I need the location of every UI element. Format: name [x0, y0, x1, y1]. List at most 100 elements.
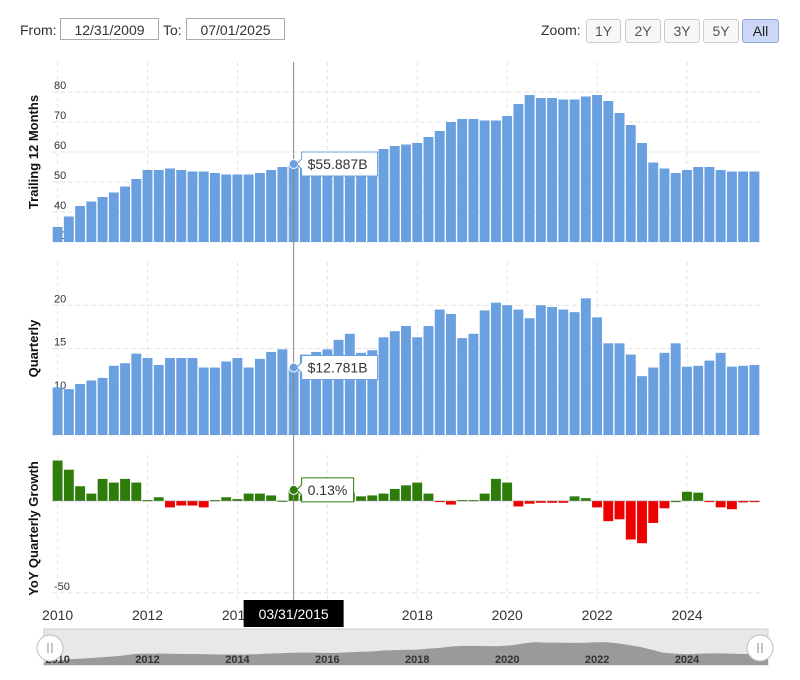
quarterly-bar[interactable]: [693, 365, 704, 435]
quarterly-bar[interactable]: [254, 358, 265, 435]
growth-bar[interactable]: [232, 499, 243, 501]
growth-bar[interactable]: [592, 500, 602, 508]
ttm-bar[interactable]: [131, 179, 142, 242]
growth-bar[interactable]: [625, 500, 636, 540]
quarterly-bar[interactable]: [266, 351, 277, 435]
growth-bar[interactable]: [524, 500, 535, 504]
ttm-bar[interactable]: [322, 164, 333, 242]
ttm-bar[interactable]: [637, 143, 647, 242]
growth-bar[interactable]: [749, 500, 760, 503]
ttm-bar[interactable]: [198, 171, 209, 243]
growth-bar[interactable]: [513, 500, 524, 507]
quarterly-bar[interactable]: [614, 343, 625, 435]
ttm-bar[interactable]: [738, 171, 749, 243]
ttm-bar[interactable]: [468, 119, 479, 242]
ttm-bar[interactable]: [513, 104, 524, 242]
growth-bar[interactable]: [434, 500, 445, 503]
quarterly-bar[interactable]: [637, 376, 647, 435]
quarterly-bar[interactable]: [704, 360, 715, 435]
ttm-bar[interactable]: [547, 98, 558, 242]
quarterly-bar[interactable]: [187, 358, 198, 435]
growth-bar[interactable]: [648, 500, 659, 523]
ttm-bar[interactable]: [243, 174, 254, 243]
ttm-bar[interactable]: [356, 156, 366, 243]
ttm-bar[interactable]: [299, 162, 310, 243]
zoom-1y-button[interactable]: 1Y: [586, 19, 621, 43]
growth-bar[interactable]: [670, 500, 681, 503]
ttm-bar[interactable]: [86, 201, 97, 243]
quarterly-bar[interactable]: [378, 337, 389, 435]
quarterly-bar[interactable]: [648, 367, 659, 435]
quarterly-bar[interactable]: [569, 312, 580, 435]
growth-bar[interactable]: [558, 500, 569, 503]
quarterly-bar[interactable]: [682, 366, 692, 435]
ttm-bar[interactable]: [603, 101, 614, 242]
growth-bar[interactable]: [108, 482, 119, 501]
quarterly-bar[interactable]: [322, 349, 333, 435]
ttm-bar[interactable]: [344, 161, 355, 242]
ttm-bar[interactable]: [446, 122, 456, 242]
quarterly-bar[interactable]: [502, 305, 513, 435]
ttm-bar[interactable]: [378, 149, 389, 242]
growth-bar[interactable]: [659, 500, 670, 509]
ttm-bar[interactable]: [52, 227, 63, 242]
ttm-bar[interactable]: [670, 173, 681, 242]
growth-bar[interactable]: [603, 500, 614, 522]
quarterly-bar[interactable]: [715, 352, 726, 435]
ttm-bar[interactable]: [490, 120, 501, 243]
growth-bar[interactable]: [479, 493, 490, 501]
ttm-bar[interactable]: [277, 167, 288, 242]
ttm-bar[interactable]: [63, 216, 74, 243]
quarterly-bar[interactable]: [524, 318, 535, 435]
quarterly-bar[interactable]: [513, 309, 524, 435]
ttm-bar[interactable]: [165, 168, 175, 243]
ttm-bar[interactable]: [749, 171, 760, 243]
ttm-bar[interactable]: [704, 167, 715, 242]
growth-bar[interactable]: [693, 492, 704, 501]
growth-bar[interactable]: [356, 496, 366, 501]
quarterly-bar[interactable]: [659, 352, 670, 435]
quarterly-bar[interactable]: [592, 317, 602, 435]
ttm-bar[interactable]: [434, 131, 445, 242]
ttm-bar[interactable]: [715, 170, 726, 242]
quarterly-bar[interactable]: [490, 302, 501, 435]
ttm-bar[interactable]: [592, 95, 602, 242]
quarterly-bar[interactable]: [165, 358, 175, 435]
growth-bar[interactable]: [378, 493, 389, 501]
growth-bar[interactable]: [389, 488, 400, 501]
ttm-bar[interactable]: [614, 113, 625, 242]
growth-bar[interactable]: [221, 497, 232, 501]
growth-bar[interactable]: [97, 478, 108, 501]
quarterly-bar[interactable]: [277, 349, 288, 435]
ttm-bar[interactable]: [311, 162, 322, 243]
quarterly-bar[interactable]: [670, 343, 681, 435]
quarterly-bar[interactable]: [52, 387, 63, 435]
growth-bar[interactable]: [187, 500, 198, 506]
ttm-bar[interactable]: [569, 99, 580, 243]
growth-bar[interactable]: [266, 495, 277, 501]
ttm-bar[interactable]: [75, 206, 86, 242]
quarterly-bar[interactable]: [479, 310, 490, 435]
ttm-bar[interactable]: [558, 99, 569, 243]
ttm-bar[interactable]: [457, 119, 468, 242]
ttm-bar[interactable]: [108, 192, 119, 243]
growth-bar[interactable]: [153, 497, 164, 501]
quarterly-bar[interactable]: [75, 383, 86, 435]
growth-bar[interactable]: [176, 500, 187, 506]
growth-bar[interactable]: [63, 469, 74, 501]
ttm-bar[interactable]: [254, 173, 265, 242]
growth-bar[interactable]: [254, 493, 265, 501]
ttm-bar[interactable]: [176, 170, 187, 242]
ttm-bar[interactable]: [120, 186, 130, 243]
quarterly-bar[interactable]: [434, 309, 445, 435]
ttm-bar[interactable]: [726, 171, 737, 243]
ttm-bar[interactable]: [479, 120, 490, 243]
quarterly-bar[interactable]: [108, 365, 119, 435]
quarterly-bar[interactable]: [389, 331, 400, 435]
growth-bar[interactable]: [682, 491, 692, 501]
quarterly-bar[interactable]: [726, 366, 737, 435]
growth-bar[interactable]: [367, 495, 378, 501]
quarterly-bar[interactable]: [344, 333, 355, 435]
quarterly-bar[interactable]: [401, 326, 411, 435]
ttm-bar[interactable]: [659, 168, 670, 243]
